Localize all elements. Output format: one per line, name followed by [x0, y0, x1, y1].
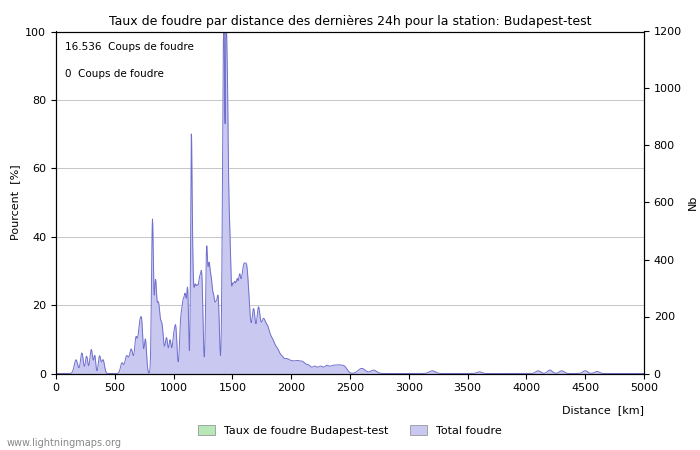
Text: 16.536  Coups de foudre: 16.536 Coups de foudre — [65, 42, 194, 52]
Title: Taux de foudre par distance des dernières 24h pour la station: Budapest-test: Taux de foudre par distance des dernière… — [108, 14, 592, 27]
Legend: Taux de foudre Budapest-test, Total foudre: Taux de foudre Budapest-test, Total foud… — [194, 420, 506, 440]
Text: www.lightningmaps.org: www.lightningmaps.org — [7, 438, 122, 448]
Text: 0  Coups de foudre: 0 Coups de foudre — [65, 69, 164, 79]
Y-axis label: Pourcent  [%]: Pourcent [%] — [10, 165, 20, 240]
Y-axis label: Nb: Nb — [687, 195, 697, 210]
Text: Distance  [km]: Distance [km] — [562, 405, 644, 415]
